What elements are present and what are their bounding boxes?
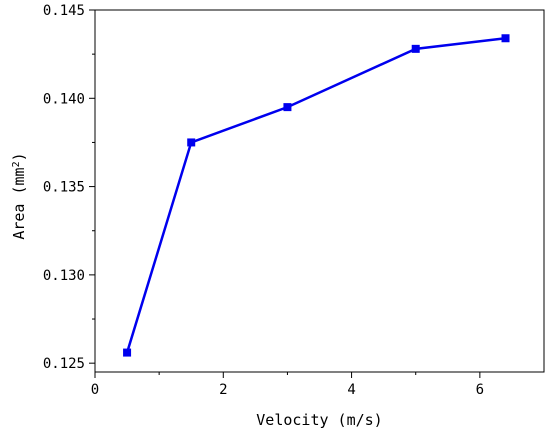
data-point-marker <box>411 44 420 53</box>
data-point-marker <box>187 138 196 147</box>
data-point-marker <box>123 348 132 357</box>
y-axis-title-superscript: 2 <box>11 161 22 167</box>
x-tick-label: 2 <box>219 382 227 398</box>
x-axis-title: Velocity (m/s) <box>256 411 382 429</box>
data-point-marker <box>283 103 292 112</box>
y-tick-label: 0.125 <box>43 356 85 372</box>
y-tick-label: 0.140 <box>43 91 85 107</box>
y-axis-title-main: Area (mm <box>10 167 28 239</box>
y-axis-ticks: 0.125 0.130 0.135 0.140 0.145 <box>43 3 95 372</box>
data-point-marker <box>501 34 510 43</box>
y-axis-title-close: ) <box>10 152 28 161</box>
y-axis-title: Area (mm2) <box>10 152 28 239</box>
series-layer <box>123 34 510 357</box>
y-tick-label: 0.135 <box>43 180 85 196</box>
series-line <box>125 37 506 353</box>
y-tick-label: 0.145 <box>43 3 85 19</box>
x-tick-label: 4 <box>347 382 355 398</box>
x-tick-label: 0 <box>91 382 99 398</box>
y-tick-label: 0.130 <box>43 268 85 284</box>
x-axis-ticks: 0 2 4 6 <box>91 372 484 398</box>
plot-frame <box>94 9 545 373</box>
x-tick-label: 6 <box>476 382 484 398</box>
